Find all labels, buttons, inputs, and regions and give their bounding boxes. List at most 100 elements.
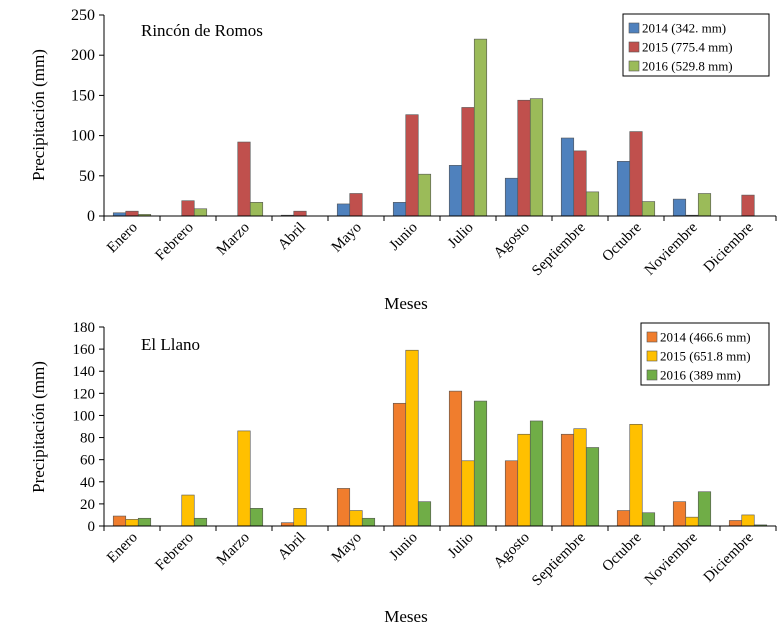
bar-mayo-s0 (336, 203, 351, 217)
bar-agosto-s2 (529, 98, 544, 217)
y-tick-label: 160 (73, 342, 96, 358)
bar-diciembre-s1 (741, 514, 755, 527)
y-tick-label: 100 (73, 408, 96, 424)
x-tick-label: Septiembre (529, 529, 589, 589)
bar-diciembre-s1 (741, 194, 755, 217)
bar-septiembre-s2 (585, 447, 600, 527)
bar-agosto-s2 (529, 420, 544, 527)
bar-mayo-s1 (349, 193, 363, 217)
x-tick-label: Marzo (214, 530, 253, 569)
bar-marzo-s1 (237, 141, 251, 217)
bar-abril-s1 (293, 508, 307, 527)
bar-septiembre-s2 (585, 191, 600, 217)
bar-marzo-s2 (249, 508, 264, 527)
bar-enero-s1 (125, 210, 139, 217)
y-tick-label: 140 (73, 364, 96, 380)
bar-octubre-s0 (616, 510, 631, 527)
x-tick-label: Diciembre (701, 529, 757, 585)
legend-swatch (628, 22, 640, 34)
y-tick-label: 180 (73, 320, 96, 336)
bar-octubre-s0 (616, 161, 631, 217)
bar-febrero-s2 (193, 208, 208, 217)
bar-enero-s2 (137, 517, 152, 527)
legend-label: 2014 (342. mm) (642, 21, 726, 36)
y-axis-label: Precipitación (mm) (29, 361, 48, 493)
x-tick-label: Noviembre (642, 529, 701, 588)
bar-octubre-s1 (629, 423, 643, 527)
y-tick-label: 60 (80, 453, 95, 469)
x-tick-label: Septiembre (529, 219, 589, 279)
bar-julio-s0 (448, 165, 463, 217)
bar-agosto-s0 (504, 177, 519, 217)
x-tick-label: Julio (445, 220, 477, 252)
legend-label: 2015 (775.4 mm) (642, 40, 733, 55)
legend-swatch (628, 41, 640, 53)
x-tick-label: Marzo (214, 220, 253, 259)
y-tick-label: 250 (71, 7, 95, 24)
x-tick-label: Junio (387, 220, 421, 254)
x-axis-label: Meses (384, 607, 427, 626)
bar-septiembre-s0 (560, 137, 575, 217)
x-tick-label: Agosto (491, 530, 533, 572)
bar-junio-s1 (405, 114, 419, 217)
bar-febrero-s2 (193, 517, 208, 527)
y-axis-label: Precipitación (mm) (29, 49, 48, 181)
bar-agosto-s0 (504, 460, 519, 527)
bar-noviembre-s1 (685, 516, 699, 527)
x-tick-label: Febrero (153, 220, 197, 264)
x-tick-label: Mayo (329, 530, 365, 566)
x-tick-label: Abril (275, 220, 309, 254)
bar-octubre-s1 (629, 131, 643, 217)
bar-septiembre-s1 (573, 150, 587, 217)
legend-swatch (646, 331, 658, 343)
x-tick-label: Agosto (491, 220, 533, 262)
chart-rincon-de-romos: Rincón de Romos Precipitación (mm) Meses… (29, 7, 777, 313)
bar-diciembre-s0 (728, 520, 743, 527)
bar-noviembre-s2 (697, 193, 712, 217)
bar-enero-s0 (112, 515, 127, 527)
bar-marzo-s1 (237, 430, 251, 527)
bar-julio-s1 (461, 107, 475, 217)
bar-junio-s2 (417, 501, 432, 527)
legend-label: 2016 (529.8 mm) (642, 59, 733, 74)
x-tick-label: Julio (445, 530, 477, 562)
legend: 2014 (466.6 mm) 2015 (651.8 mm) 2016 (389 … (640, 322, 770, 386)
bar-julio-s2 (473, 400, 488, 527)
x-tick-label: Diciembre (701, 219, 757, 275)
legend: 2014 (342. mm) 2015 (775.4 mm) 2016 (529.8… (622, 13, 770, 77)
bar-enero-s1 (125, 519, 139, 527)
bar-julio-s0 (448, 390, 463, 527)
x-tick-label: Junio (387, 530, 421, 564)
bar-octubre-s2 (641, 512, 656, 527)
y-tick-label: 0 (88, 519, 96, 535)
bar-octubre-s2 (641, 201, 656, 217)
legend-box (640, 322, 770, 386)
y-tick-label: 120 (73, 386, 96, 402)
bar-junio-s0 (392, 202, 407, 217)
y-tick-label: 40 (80, 475, 95, 491)
bar-septiembre-s0 (560, 433, 575, 527)
x-tick-label: Octubre (599, 529, 645, 575)
bar-noviembre-s0 (672, 501, 687, 527)
bar-abril-s1 (293, 210, 307, 217)
bar-mayo-s0 (336, 488, 351, 527)
bar-mayo-s2 (361, 517, 376, 527)
bar-junio-s2 (417, 173, 432, 217)
chart-title: Rincón de Romos (141, 21, 263, 40)
bar-junio-s1 (405, 349, 419, 527)
bar-agosto-s1 (517, 433, 531, 527)
bar-febrero-s1 (181, 200, 195, 217)
bar-noviembre-s2 (697, 491, 712, 527)
bar-julio-s2 (473, 38, 488, 217)
y-tick-label: 100 (71, 128, 95, 145)
y-tick-label: 200 (71, 47, 95, 64)
bar-julio-s1 (461, 460, 475, 527)
y-tick-label: 50 (79, 168, 95, 185)
legend-label: 2016 (389 mm) (660, 368, 741, 383)
chart-title: El Llano (141, 335, 200, 354)
x-tick-label: Enero (104, 530, 141, 567)
bar-febrero-s1 (181, 494, 195, 527)
y-tick-label: 150 (71, 87, 95, 104)
x-tick-label: Enero (104, 220, 141, 257)
